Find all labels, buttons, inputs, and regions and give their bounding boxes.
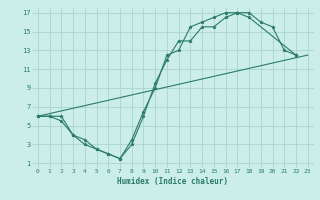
X-axis label: Humidex (Indice chaleur): Humidex (Indice chaleur): [117, 177, 228, 186]
